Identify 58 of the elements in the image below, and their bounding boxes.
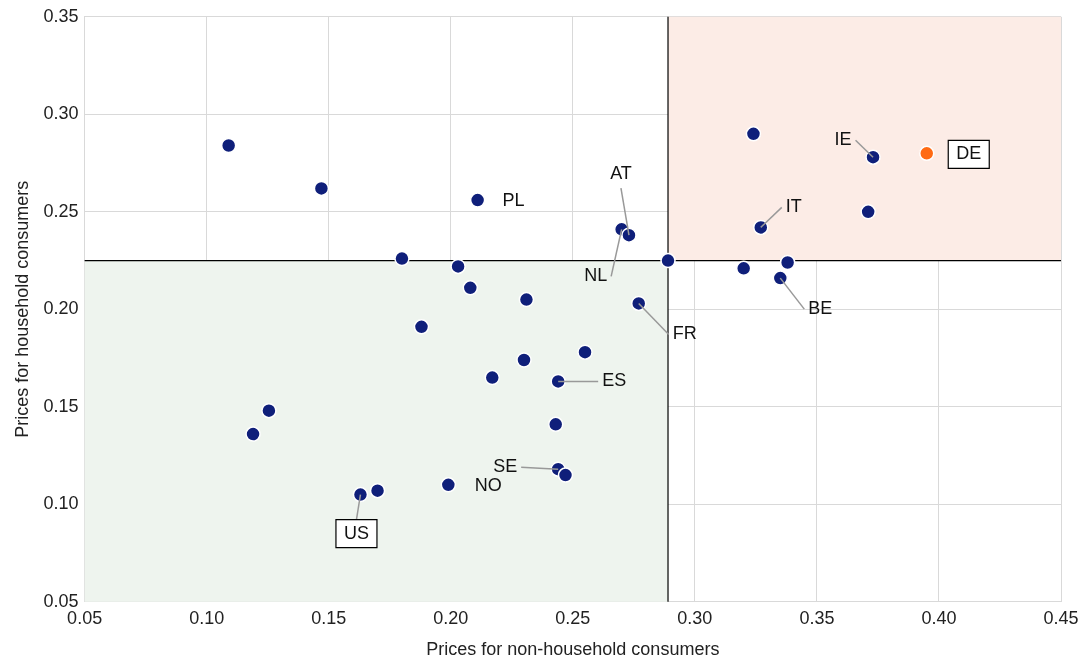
point [865,149,881,165]
x-tick-label: 0.15 [311,607,347,628]
x-tick-label: 0.35 [799,607,835,628]
point [577,344,593,360]
point [369,482,386,499]
annotation: FR [672,323,697,344]
x-tick-label: 0.40 [921,607,957,628]
point [621,227,637,243]
point [547,416,564,433]
point [394,250,410,267]
point [779,254,796,271]
point [220,137,237,154]
x-axis-title: Prices for non-household consumers [426,639,720,660]
point [735,260,752,277]
point [660,252,676,269]
y-tick-label: 0.30 [43,103,79,124]
y-tick-label: 0.20 [43,298,79,319]
point [352,486,369,503]
point [313,180,330,197]
annotation: NO [474,474,502,495]
annotation: BE [808,298,833,319]
annotation: NL [584,265,608,286]
annotation: PL [502,190,525,211]
x-tick-label: 0.20 [433,607,469,628]
y-tick-label: 0.35 [43,5,79,26]
point [245,426,261,442]
point [450,258,466,275]
point [550,373,566,390]
y-tick-label: 0.15 [43,395,79,416]
point [772,270,789,286]
point [745,126,762,142]
point [462,280,479,296]
annotation: ES [602,370,627,391]
point [919,145,935,162]
y-tick-label: 0.10 [43,493,79,514]
point [753,219,769,236]
annotation: AT [610,163,632,184]
annotation: IT [785,196,802,217]
x-tick-label: 0.10 [189,607,225,628]
y-axis-title: Prices for household consumers [11,180,32,438]
annotation: DE [956,143,982,164]
annotation: IE [834,129,852,150]
annotation: US [343,522,369,543]
annotation: SE [493,456,518,477]
point [484,369,501,386]
point [469,192,486,208]
point [557,467,574,483]
point [413,319,430,335]
x-tick-label: 0.45 [1043,607,1079,628]
point [860,204,876,220]
point [630,295,647,312]
y-tick-label: 0.25 [43,200,79,221]
point [516,352,532,368]
x-tick-label: 0.25 [555,607,591,628]
x-tick-label: 0.30 [677,607,713,628]
point [518,291,535,308]
point [440,477,457,493]
point [261,402,277,419]
